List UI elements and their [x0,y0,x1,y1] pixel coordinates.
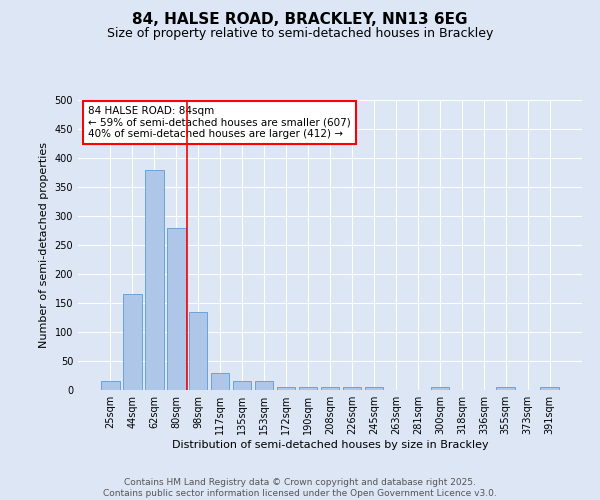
Bar [101,382,119,390]
Bar [145,170,164,390]
Bar [211,372,229,390]
Bar [167,228,185,390]
Bar [343,387,361,390]
Bar [496,387,515,390]
Y-axis label: Number of semi-detached properties: Number of semi-detached properties [39,142,49,348]
Bar [299,387,317,390]
Bar [320,387,340,390]
Bar [541,387,559,390]
Bar [233,382,251,390]
Bar [431,387,449,390]
Bar [189,312,208,390]
X-axis label: Distribution of semi-detached houses by size in Brackley: Distribution of semi-detached houses by … [172,440,488,450]
Bar [277,387,295,390]
Bar [365,387,383,390]
Bar [123,294,142,390]
Text: 84, HALSE ROAD, BRACKLEY, NN13 6EG: 84, HALSE ROAD, BRACKLEY, NN13 6EG [132,12,468,28]
Text: Size of property relative to semi-detached houses in Brackley: Size of property relative to semi-detach… [107,28,493,40]
Text: 84 HALSE ROAD: 84sqm
← 59% of semi-detached houses are smaller (607)
40% of semi: 84 HALSE ROAD: 84sqm ← 59% of semi-detac… [88,106,351,139]
Text: Contains HM Land Registry data © Crown copyright and database right 2025.
Contai: Contains HM Land Registry data © Crown c… [103,478,497,498]
Bar [255,382,274,390]
